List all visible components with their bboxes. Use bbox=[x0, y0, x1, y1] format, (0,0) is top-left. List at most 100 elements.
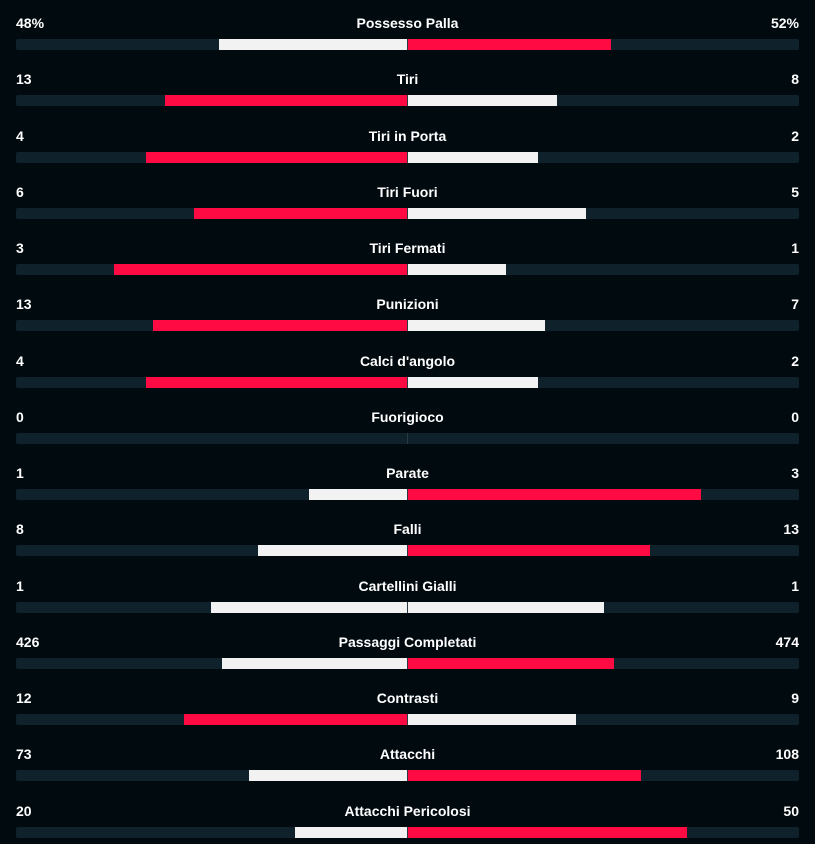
bar-track bbox=[16, 39, 799, 50]
bar-center-divider bbox=[407, 770, 408, 781]
away-value: 13 bbox=[783, 521, 799, 537]
stat-label: Cartellini Gialli bbox=[358, 578, 457, 594]
away-bar bbox=[408, 152, 538, 163]
home-value: 4 bbox=[16, 353, 24, 369]
away-bar bbox=[408, 39, 611, 50]
home-bar bbox=[194, 208, 407, 219]
away-value: 8 bbox=[791, 71, 799, 87]
stat-row-saves: 1 Parate 3 bbox=[16, 462, 799, 502]
home-value: 0 bbox=[16, 409, 24, 425]
home-value: 4 bbox=[16, 128, 24, 144]
stat-header: 8 Falli 13 bbox=[16, 518, 799, 540]
away-bar bbox=[408, 377, 538, 388]
away-value: 0 bbox=[791, 409, 799, 425]
home-bar bbox=[153, 320, 407, 331]
home-value: 13 bbox=[16, 296, 32, 312]
bar-track bbox=[16, 95, 799, 106]
home-value: 3 bbox=[16, 240, 24, 256]
away-bar bbox=[408, 489, 701, 500]
away-bar bbox=[408, 602, 604, 613]
home-bar bbox=[258, 545, 407, 556]
stat-label: Attacchi bbox=[379, 746, 436, 762]
stat-label: Passaggi Completati bbox=[338, 634, 477, 650]
stat-header: 0 Fuorigioco 0 bbox=[16, 406, 799, 428]
away-bar bbox=[408, 770, 641, 781]
stat-header: 1 Parate 3 bbox=[16, 462, 799, 484]
stat-row-yellow-cards: 1 Cartellini Gialli 1 bbox=[16, 575, 799, 615]
away-value: 2 bbox=[791, 128, 799, 144]
bar-center-divider bbox=[407, 489, 408, 500]
bar-track bbox=[16, 152, 799, 163]
away-value: 3 bbox=[791, 465, 799, 481]
bar-track bbox=[16, 827, 799, 838]
home-bar bbox=[249, 770, 407, 781]
stat-label: Calci d'angolo bbox=[359, 353, 456, 369]
stat-label: Tiri in Porta bbox=[368, 128, 447, 144]
home-bar bbox=[184, 714, 407, 725]
home-bar bbox=[146, 377, 407, 388]
bar-track bbox=[16, 208, 799, 219]
stat-row-corners: 4 Calci d'angolo 2 bbox=[16, 350, 799, 390]
away-bar bbox=[408, 95, 557, 106]
stat-row-dangerous-attacks: 20 Attacchi Pericolosi 50 bbox=[16, 800, 799, 840]
stat-row-attacks: 73 Attacchi 108 bbox=[16, 743, 799, 783]
home-bar bbox=[146, 152, 407, 163]
stat-label: Attacchi Pericolosi bbox=[344, 803, 471, 819]
home-value: 12 bbox=[16, 690, 32, 706]
stat-row-completed-passes: 426 Passaggi Completati 474 bbox=[16, 631, 799, 671]
bar-center-divider bbox=[407, 320, 408, 331]
bar-track bbox=[16, 377, 799, 388]
away-bar bbox=[408, 714, 576, 725]
stat-header: 4 Calci d'angolo 2 bbox=[16, 350, 799, 372]
away-value: 7 bbox=[791, 296, 799, 312]
home-value: 1 bbox=[16, 465, 24, 481]
bar-center-divider bbox=[407, 95, 408, 106]
stat-header: 48% Possesso Palla 52% bbox=[16, 12, 799, 34]
stat-header: 12 Contrasti 9 bbox=[16, 687, 799, 709]
away-value: 9 bbox=[791, 690, 799, 706]
away-value: 108 bbox=[775, 746, 799, 762]
bar-center-divider bbox=[407, 545, 408, 556]
stat-label: Punizioni bbox=[376, 296, 439, 312]
stat-row-fouls: 8 Falli 13 bbox=[16, 518, 799, 558]
stat-row-shots-on-target: 4 Tiri in Porta 2 bbox=[16, 125, 799, 165]
away-bar bbox=[408, 208, 586, 219]
bar-track bbox=[16, 320, 799, 331]
stat-header: 73 Attacchi 108 bbox=[16, 743, 799, 765]
bar-track bbox=[16, 433, 799, 444]
stat-label: Tiri bbox=[396, 71, 419, 87]
home-bar bbox=[222, 658, 407, 669]
home-value: 426 bbox=[16, 634, 40, 650]
home-value: 6 bbox=[16, 184, 24, 200]
home-bar bbox=[211, 602, 407, 613]
away-value: 2 bbox=[791, 353, 799, 369]
home-value: 48% bbox=[16, 15, 45, 31]
bar-center-divider bbox=[407, 658, 408, 669]
stat-row-blocked-shots: 3 Tiri Fermati 1 bbox=[16, 237, 799, 277]
bar-center-divider bbox=[407, 433, 408, 444]
away-value: 5 bbox=[791, 184, 799, 200]
home-bar bbox=[295, 827, 407, 838]
bar-track bbox=[16, 602, 799, 613]
stat-label: Tiri Fuori bbox=[377, 184, 438, 200]
bar-track bbox=[16, 264, 799, 275]
stat-label: Tiri Fermati bbox=[369, 240, 446, 256]
stat-header: 13 Tiri 8 bbox=[16, 68, 799, 90]
stat-header: 6 Tiri Fuori 5 bbox=[16, 181, 799, 203]
home-value: 13 bbox=[16, 71, 32, 87]
away-bar bbox=[408, 320, 545, 331]
away-value: 1 bbox=[791, 578, 799, 594]
bar-center-divider bbox=[407, 827, 408, 838]
stat-header: 4 Tiri in Porta 2 bbox=[16, 125, 799, 147]
home-value: 73 bbox=[16, 746, 32, 762]
stat-row-possession: 48% Possesso Palla 52% bbox=[16, 12, 799, 52]
home-bar bbox=[165, 95, 407, 106]
stat-header: 426 Passaggi Completati 474 bbox=[16, 631, 799, 653]
bar-track bbox=[16, 770, 799, 781]
bar-track bbox=[16, 545, 799, 556]
stat-label: Fuorigioco bbox=[371, 409, 444, 425]
away-bar bbox=[408, 658, 614, 669]
bar-center-divider bbox=[407, 208, 408, 219]
away-value: 474 bbox=[775, 634, 799, 650]
bar-center-divider bbox=[407, 152, 408, 163]
